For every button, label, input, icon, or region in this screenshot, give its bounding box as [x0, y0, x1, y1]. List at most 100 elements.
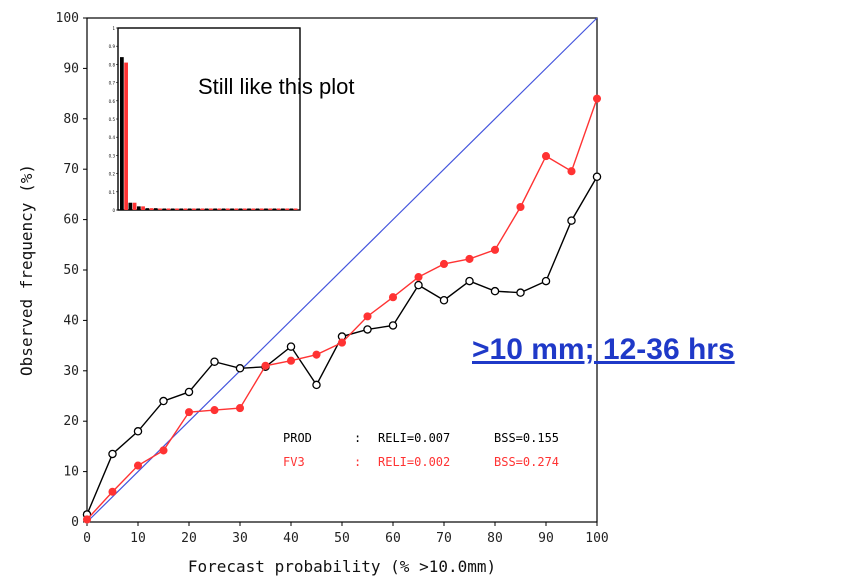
main-plot-area: 0 10 20 30 40 50 60 70 80 90 100010203040506070809… [17, 11, 609, 576]
inset-bar-prod [170, 208, 175, 210]
threshold-headline-link[interactable]: >10 mm; 12-36 hrs [472, 333, 735, 366]
stat-reli: RELI=0.002 [378, 455, 450, 469]
point-fv3 [439, 259, 449, 269]
inset-bar-prod [145, 208, 150, 210]
point-prod [159, 396, 168, 406]
inset-y-tick-label: 0.9 [109, 44, 116, 49]
x-tick-label: 0 [83, 531, 91, 546]
inset-bar-prod [213, 208, 217, 210]
stat-separator: : [354, 431, 361, 445]
point-prod [388, 321, 398, 330]
x-tick-label: 80 [487, 531, 503, 546]
x-tick-label: 90 [538, 531, 554, 546]
point-fv3 [465, 254, 474, 263]
inset-frame [117, 27, 301, 211]
stat-bss: BSS=0.274 [494, 455, 559, 469]
inset-bar-prod [179, 208, 184, 210]
x-tick-label: 20 [181, 531, 197, 546]
y-axis-title: Observed frequency (%) [17, 164, 36, 376]
inset-caption: Still like this plot [198, 74, 355, 99]
y-tick-label: 0 [71, 515, 79, 530]
inset-bar-fv3 [225, 208, 230, 210]
x-tick-label: 40 [283, 531, 299, 546]
x-axis-title: Forecast probability (% >10.0mm) [188, 557, 496, 576]
point-prod [465, 276, 474, 286]
inset-y-tick-label: 0.4 [109, 135, 116, 140]
x-tick-label: 10 [130, 531, 146, 546]
inset-bar-prod [196, 208, 201, 210]
point-fv3 [184, 408, 194, 417]
inset-y-tick-label: 0.3 [109, 153, 116, 158]
point-fv3 [363, 312, 372, 321]
inset-y-tick-label: 1 [112, 26, 115, 31]
point-prod [541, 276, 551, 286]
point-fv3 [159, 446, 168, 455]
point-fv3 [490, 245, 500, 254]
inset-bar-fv3 [141, 206, 145, 210]
inset-bar-fv3 [209, 208, 213, 210]
point-prod [567, 216, 576, 225]
inset-bar-fv3 [124, 62, 128, 210]
inset-bar-prod [136, 206, 141, 210]
point-prod [286, 342, 296, 351]
inset-histogram: 0 0.1 0.2 0.3 0.4 0.5 0.6 0.7 0.8 0.9 1 [109, 26, 301, 213]
point-fv3 [82, 515, 92, 524]
point-prod [414, 280, 423, 290]
point-prod [210, 357, 219, 366]
stat-name: FV3 [283, 455, 305, 469]
inset-y-tick-label: 0.1 [109, 190, 116, 195]
point-fv3 [312, 350, 321, 359]
point-fv3 [516, 202, 525, 212]
y-tick-label: 20 [63, 414, 79, 429]
x-tick-label: 70 [436, 531, 452, 546]
inset-bar-fv3 [158, 208, 162, 210]
inset-bar-fv3 [285, 208, 290, 210]
inset-bar-fv3 [268, 208, 273, 210]
point-fv3 [541, 152, 551, 161]
inset-bar-prod [153, 208, 158, 210]
y-tick-label: 10 [63, 465, 79, 480]
inset-bar-prod [128, 202, 133, 210]
y-tick-label: 70 [63, 162, 79, 177]
y-tick-label: 40 [63, 313, 79, 328]
point-prod [312, 380, 321, 390]
point-prod [490, 286, 500, 296]
inset-y-tick-label: 0.7 [109, 81, 116, 86]
inset-bar-prod [272, 208, 277, 210]
inset-bar-prod [289, 208, 294, 210]
point-fv3 [388, 293, 398, 302]
x-tick-label: 50 [334, 531, 350, 546]
point-fv3 [261, 361, 270, 370]
point-prod [133, 427, 143, 436]
inset-y-tick-label: 0.5 [109, 117, 116, 122]
y-tick-label: 90 [63, 61, 79, 76]
inset-bar-prod [255, 208, 260, 210]
inset-bar-fv3 [259, 208, 264, 210]
inset-bar-fv3 [149, 208, 154, 210]
inset-bar-fv3 [183, 208, 188, 210]
inset-bar-fv3 [132, 202, 137, 210]
point-prod [108, 449, 117, 459]
stat-reli: RELI=0.007 [378, 431, 450, 445]
inset-y-tick-label: 0.6 [109, 99, 116, 104]
inset-bar-prod [264, 208, 268, 210]
inset-bar-fv3 [276, 208, 281, 210]
x-tick-label: 60 [385, 531, 401, 546]
point-fv3 [286, 356, 296, 365]
inset-bar-prod [230, 208, 234, 210]
point-prod [592, 172, 602, 182]
point-prod [235, 364, 245, 373]
point-fv3 [567, 167, 576, 176]
stat-separator: : [354, 455, 361, 469]
inset-bar-prod [247, 208, 251, 210]
inset-bar-fv3 [234, 208, 239, 210]
x-tick-label: 30 [232, 531, 248, 546]
inset-y-tick-label: 0.2 [109, 172, 116, 177]
inset-bar-prod [204, 208, 209, 210]
inset-bar-prod [187, 208, 192, 210]
point-fv3 [108, 487, 117, 496]
point-fv3 [414, 273, 423, 282]
inset-bar-fv3 [251, 208, 256, 210]
inset-y-tick-label: 0.8 [109, 62, 116, 67]
